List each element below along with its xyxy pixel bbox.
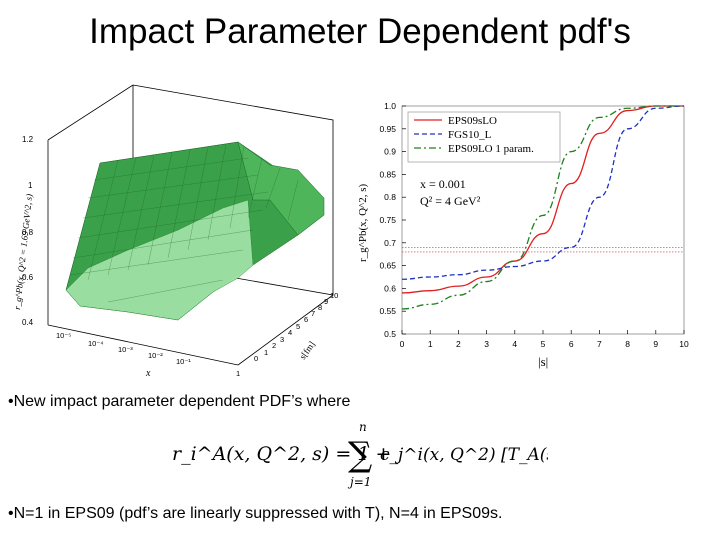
x-tick-label: 3 (484, 339, 489, 349)
x-tick-label: 5 (541, 339, 546, 349)
legend: EPS09sLO FGS10_L EPS09LO 1 param. (407, 111, 561, 163)
annotation-q2: Q² = 4 GeV² (420, 194, 481, 208)
x-tick-4: 10⁻¹ (176, 357, 191, 366)
s-minor-tick-4: 9 (324, 297, 328, 306)
slide-title: Impact Parameter Dependent pdf's (89, 12, 631, 51)
y-tick-label: 0.5 (384, 329, 396, 339)
x-tick-label: 9 (653, 339, 658, 349)
y-tick-label: 0.95 (379, 124, 396, 134)
surface-box-left-edge (47, 84, 134, 141)
s-minor-tick-1: 3 (280, 335, 284, 344)
s-tick-0: 0 (254, 354, 258, 363)
legend-label-0: EPS09sLO (448, 115, 497, 127)
formula: r_i^A(x, Q^2, s) = 1 + n ∑ j=1 c_j^i(x, … (172, 420, 548, 489)
legend-label-2: EPS09LO 1 param. (448, 143, 534, 155)
x-tick-label: 8 (625, 339, 630, 349)
s-axis-label: s[fm] (297, 339, 316, 361)
series-line-2 (401, 105, 684, 310)
series-line-0 (401, 105, 684, 294)
x-tick-3: 10⁻² (148, 351, 163, 360)
x-tick-1: 10⁻⁴ (88, 339, 104, 348)
x-tick-2: 10⁻³ (118, 345, 133, 354)
z-tick-3: 1 (28, 181, 33, 190)
y-tick-label: 0.8 (384, 192, 396, 202)
formula-lhs: r_i^A(x, Q^2, s) = 1 + (172, 443, 391, 465)
z-tick-4: 1.2 (22, 135, 34, 144)
z-tick-2: 0.8 (22, 228, 34, 237)
s-tick-1: 2 (272, 341, 276, 350)
legend-label-1: FGS10_L (448, 129, 492, 141)
y-axis-label: r_g^Pb(x, Q^2, s) (357, 184, 369, 262)
surface-ridge (237, 141, 325, 236)
x-tick-label: 2 (456, 339, 461, 349)
surface-box-bottom-right (237, 294, 334, 366)
s-minor-tick-0: 1 (264, 348, 268, 357)
surface-front-wall (65, 199, 254, 321)
x-tick-label: 7 (597, 339, 602, 349)
s-tick-3: 6 (304, 315, 308, 324)
annotation-x: x = 0.001 (420, 177, 466, 191)
y-tick-label: 1.0 (384, 101, 396, 111)
s-tick-2: 4 (288, 328, 292, 337)
bullet-1: •New impact parameter dependent PDF’s wh… (8, 393, 351, 410)
x-tick-label: 6 (569, 339, 574, 349)
z-axis-label: r_g^Pb(x, Q^2 = 1.69 GeV^2, s) (12, 193, 34, 310)
z-tick-1: 0.6 (22, 273, 34, 282)
surface-box-bottom-front (47, 324, 239, 366)
x-tick-label: 4 (512, 339, 517, 349)
sum-bottom: j=1 (347, 475, 371, 489)
series-line-1 (401, 105, 685, 280)
y-tick-label: 0.7 (384, 238, 396, 248)
y-tick-label: 0.85 (379, 169, 396, 179)
y-tick-label: 0.6 (384, 283, 396, 293)
s-minor-tick-3: 7 (311, 309, 315, 318)
x-tick-0: 10⁻⁵ (56, 331, 71, 340)
s-tick-4: 8 (318, 303, 322, 312)
y-tick-label: 0.75 (379, 215, 396, 225)
line-chart: 0.5 0.55 0.6 0.65 0.7 0.75 0.8 0.85 0.9 0.95 1.0 0… (357, 101, 689, 369)
x-tick-label: 0 (400, 339, 405, 349)
y-tick-label: 0.9 (384, 147, 396, 157)
s-tick-5: 10 (330, 291, 338, 300)
sum-top: n (359, 420, 367, 434)
sum-symbol: ∑ (348, 435, 372, 475)
bullet-2: •N=1 in EPS09 (pdf’s are linearly suppre… (8, 505, 503, 522)
x-axis-label: |s| (538, 354, 548, 369)
s-minor-tick-2: 5 (296, 322, 300, 331)
surface-mesh (65, 141, 325, 321)
z-tick-0: 0.4 (22, 318, 34, 327)
x-tick-label: 1 (428, 339, 433, 349)
y-tick-label: 0.65 (379, 261, 396, 271)
x-axis-label: x (145, 368, 151, 379)
x-tick-label: 10 (679, 339, 689, 349)
y-tick-label: 0.55 (379, 306, 396, 316)
surface-plot: 0.4 0.6 0.8 1 1.2 r_g^Pb(x, Q^2 = 1.69 G… (12, 84, 338, 379)
formula-rhs: c_j^i(x, Q^2) [T_A(s)]^j (380, 445, 548, 465)
x-tick-5: 1 (236, 369, 240, 378)
